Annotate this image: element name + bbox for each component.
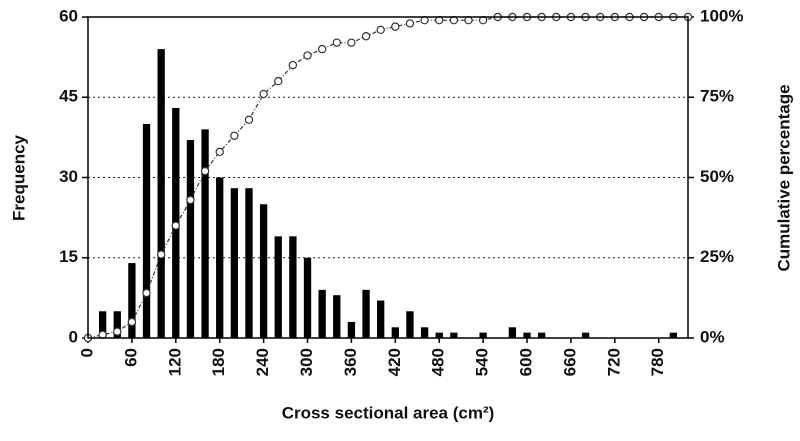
cumulative-point <box>376 25 385 35</box>
y2-tick-label: 50% <box>700 167 734 186</box>
cumulative-point <box>156 250 166 259</box>
bar <box>479 332 487 338</box>
bar <box>391 327 399 338</box>
y-tick-label: 45 <box>59 87 78 106</box>
x-tick-label: 540 <box>473 348 492 376</box>
bar <box>142 124 151 338</box>
bar <box>406 311 414 338</box>
cumulative-point <box>200 166 210 176</box>
bar <box>274 236 282 338</box>
bar <box>230 188 238 338</box>
bar <box>186 140 195 338</box>
cumulative-point <box>332 38 341 47</box>
y-tick-label: 0 <box>69 327 78 346</box>
cumulative-point <box>127 317 137 327</box>
cumulative-point <box>113 327 122 336</box>
y2-tick-label: 0% <box>700 327 725 346</box>
bar <box>362 289 370 338</box>
cumulative-point <box>317 44 327 54</box>
cumulative-point <box>288 60 298 70</box>
x-tick-label: 720 <box>604 348 623 376</box>
x-tick-label: 660 <box>560 348 579 376</box>
x-tick-label: 480 <box>429 348 448 376</box>
cumulative-point <box>303 51 312 60</box>
bar <box>113 311 121 338</box>
bar <box>216 177 224 338</box>
bar <box>581 332 590 338</box>
x-tick-label: 0 <box>77 348 96 357</box>
cumulative-point <box>347 38 356 47</box>
bar <box>435 332 443 338</box>
bar <box>333 295 341 338</box>
cumulative-point <box>391 22 400 31</box>
y2-axis-label: Cumulative percentage <box>774 84 793 271</box>
bar <box>347 321 356 338</box>
y-axis-label: Frequency <box>9 134 28 221</box>
bar <box>377 300 385 338</box>
bar <box>523 332 531 338</box>
cumulative-point <box>215 147 224 157</box>
y-tick-label: 60 <box>59 6 78 25</box>
bar <box>259 204 268 338</box>
bar <box>289 236 297 338</box>
x-tick-label: 120 <box>165 348 184 376</box>
y-tick-label: 15 <box>59 247 78 266</box>
x-tick-label: 360 <box>341 348 360 376</box>
x-tick-label: 180 <box>209 348 228 376</box>
bar <box>303 257 312 338</box>
cumulative-point <box>186 195 195 205</box>
bar <box>538 332 546 338</box>
cumulative-point <box>230 131 239 140</box>
x-tick-label: 600 <box>517 348 536 376</box>
cumulative-point <box>244 115 254 124</box>
x-axis-label: Cross sectional area (cm²) <box>282 403 495 422</box>
y2-tick-label: 100% <box>700 6 743 25</box>
x-tick-label: 300 <box>297 348 316 376</box>
bar <box>201 129 209 338</box>
cumulative-point <box>405 19 415 28</box>
bar <box>128 263 136 338</box>
bar <box>318 289 326 338</box>
bar <box>450 332 458 338</box>
y-tick-label: 30 <box>59 167 78 186</box>
y2-tick-label: 25% <box>700 247 734 266</box>
cumulative-point <box>259 89 268 99</box>
cumulative-point <box>142 288 151 298</box>
x-tick-label: 420 <box>385 348 404 376</box>
x-tick-label: 60 <box>121 348 140 367</box>
y2-tick-label: 75% <box>700 87 734 106</box>
cumulative-point <box>171 221 181 230</box>
bar <box>420 327 429 338</box>
bar <box>508 327 517 338</box>
x-tick-label: 780 <box>648 348 667 376</box>
bar <box>98 311 107 338</box>
cumulative-point <box>274 76 283 86</box>
x-tick-label: 240 <box>253 348 272 376</box>
cumulative-point <box>361 32 371 41</box>
bar <box>245 188 253 338</box>
bar <box>157 49 165 338</box>
plot-frame <box>87 16 689 339</box>
bar <box>669 332 678 338</box>
